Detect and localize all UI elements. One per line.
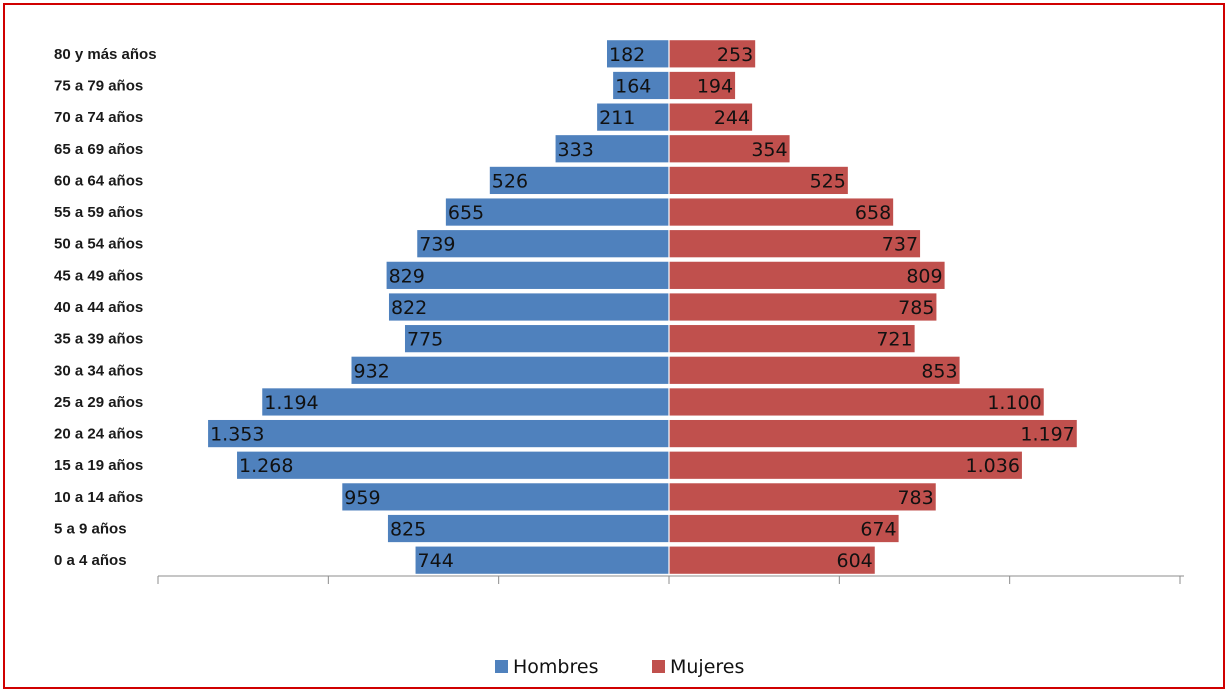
bar-hombres [597, 103, 669, 131]
value-label-mujeres: 1.197 [1020, 424, 1074, 446]
category-label: 60 a 64 años [54, 172, 143, 189]
value-label-mujeres: 783 [897, 487, 933, 509]
value-label-hombres: 932 [353, 360, 389, 382]
bar-mujeres [669, 135, 790, 163]
bar-hombres [404, 325, 669, 353]
category-label: 20 a 24 años [54, 426, 143, 443]
category-label: 35 a 39 años [54, 331, 143, 348]
category-label: 15 a 19 años [54, 457, 143, 474]
value-label-hombres: 164 [615, 75, 651, 97]
value-label-mujeres: 1.036 [966, 455, 1020, 477]
value-label-mujeres: 194 [697, 75, 733, 97]
bar-mujeres [669, 325, 915, 353]
bar-mujeres [669, 356, 960, 384]
legend-swatch-mujeres [652, 660, 665, 673]
category-label: 75 a 79 años [54, 77, 143, 94]
value-label-mujeres: 1.100 [987, 392, 1041, 414]
bars [208, 38, 1077, 576]
bar-hombres [387, 514, 669, 543]
value-label-hombres: 1.353 [210, 424, 264, 446]
value-label-mujeres: 244 [714, 107, 750, 129]
bar-mujeres [669, 261, 945, 289]
value-label-hombres: 333 [558, 139, 594, 161]
bar-hombres [445, 198, 669, 226]
bar-hombres [386, 261, 669, 289]
value-label-hombres: 959 [344, 487, 380, 509]
value-label-hombres: 744 [418, 550, 454, 572]
value-label-mujeres: 853 [921, 360, 957, 382]
category-label: 80 y más años [54, 46, 157, 63]
value-label-hombres: 775 [407, 329, 443, 351]
value-label-hombres: 182 [609, 44, 645, 66]
bar-hombres [208, 419, 669, 448]
bar-hombres [388, 293, 669, 321]
value-label-mujeres: 737 [882, 234, 918, 256]
bar-hombres [606, 40, 669, 68]
bar-hombres [342, 483, 669, 511]
value-label-hombres: 822 [391, 297, 427, 319]
bar-mujeres [669, 71, 736, 100]
value-label-hombres: 1.268 [239, 455, 293, 477]
value-label-hombres: 825 [390, 519, 426, 541]
value-label-mujeres: 604 [836, 550, 872, 572]
category-label: 70 a 74 años [54, 109, 143, 126]
bar-mujeres [669, 388, 1044, 416]
value-label-mujeres: 658 [855, 202, 891, 224]
bar-hombres [613, 71, 669, 100]
legend: Hombres Mujeres [495, 656, 744, 678]
bar-hombres [555, 135, 669, 163]
value-label-mujeres: 721 [876, 329, 912, 351]
bar-mujeres [669, 230, 921, 258]
value-label-hombres: 739 [419, 234, 455, 256]
bar-mujeres [669, 40, 756, 68]
bar-mujeres [669, 166, 848, 195]
category-label: 65 a 69 años [54, 141, 143, 158]
value-label-mujeres: 525 [810, 170, 846, 192]
category-label: 5 a 9 años [54, 521, 127, 538]
category-label: 50 a 54 años [54, 236, 143, 253]
value-label-mujeres: 809 [906, 265, 942, 287]
bar-hombres [417, 230, 669, 258]
bar-mujeres [669, 483, 936, 511]
value-label-mujeres: 354 [751, 139, 787, 161]
category-labels: 80 y más años 75 a 79 años 70 a 74 años 65 … [54, 46, 157, 569]
bar-mujeres [669, 514, 899, 543]
bar-hombres [262, 388, 669, 416]
bar-mujeres [669, 293, 937, 321]
bar-mujeres [669, 103, 753, 131]
bar-hombres [489, 166, 669, 195]
bar-hombres [351, 356, 669, 384]
value-label-hombres: 211 [599, 107, 635, 129]
bar-hombres [415, 546, 669, 574]
bar-mujeres [669, 419, 1077, 448]
legend-swatch-hombres [495, 660, 508, 673]
value-label-hombres: 1.194 [264, 392, 318, 414]
category-label: 0 a 4 años [54, 552, 127, 569]
bar-hombres [237, 451, 669, 479]
category-label: 25 a 29 años [54, 394, 143, 411]
value-label-mujeres: 785 [898, 297, 934, 319]
legend-label-hombres: Hombres [513, 656, 598, 678]
bar-mujeres [669, 546, 875, 574]
category-label: 55 a 59 años [54, 204, 143, 221]
legend-label-mujeres: Mujeres [670, 656, 744, 678]
category-label: 10 a 14 años [54, 489, 143, 506]
value-labels: 182 253 164 194 211 244 333 354 526 525 655 658 739 7… [210, 44, 1075, 572]
x-axis [157, 575, 1184, 584]
value-label-hombres: 655 [448, 202, 484, 224]
bar-mujeres [669, 198, 894, 226]
value-label-mujeres: 674 [860, 519, 896, 541]
value-label-hombres: 829 [389, 265, 425, 287]
category-label: 40 a 44 años [54, 299, 143, 316]
category-label: 45 a 49 años [54, 267, 143, 284]
value-label-mujeres: 253 [717, 44, 753, 66]
value-label-hombres: 526 [492, 170, 528, 192]
bar-mujeres [669, 451, 1022, 479]
category-label: 30 a 34 años [54, 362, 143, 379]
